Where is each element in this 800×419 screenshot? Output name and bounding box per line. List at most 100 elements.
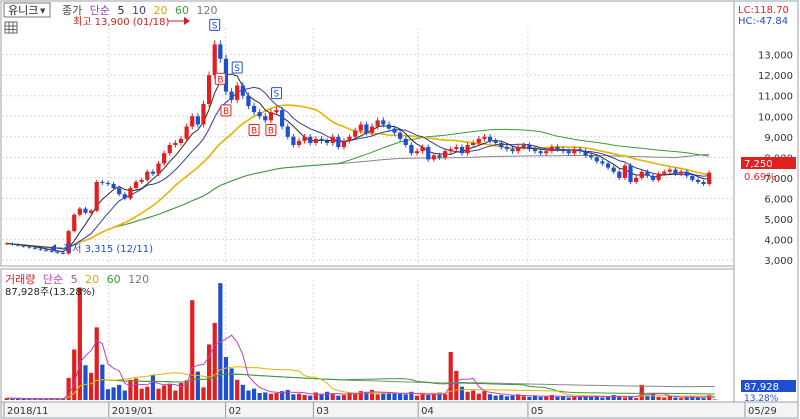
volume-bar — [44, 399, 49, 400]
volume-bar — [381, 393, 386, 400]
volume-bar — [544, 396, 549, 400]
candle-body — [516, 147, 521, 152]
volume-bar — [324, 391, 330, 400]
candle-body — [246, 95, 251, 106]
volume-bar — [347, 392, 352, 400]
candle-body — [510, 149, 515, 152]
volume-current: 87,928주(13.28%) — [5, 287, 95, 298]
volume-bar — [465, 391, 470, 400]
candle-body — [538, 151, 543, 154]
buy-badge-label: B — [268, 127, 274, 137]
price-tick-label: 4,000 — [764, 235, 793, 246]
axis-panel-frame — [733, 0, 799, 403]
volume-bar — [549, 394, 554, 400]
volume-bar — [611, 394, 616, 400]
volume-bar — [240, 384, 245, 400]
candle-body — [420, 147, 425, 152]
candle-body — [206, 75, 212, 104]
volume-bar — [386, 392, 392, 400]
sell-badge — [231, 61, 243, 74]
volume-bar — [516, 394, 521, 400]
legend-vol-sma: 단순 — [43, 273, 63, 286]
candle-body — [156, 163, 161, 174]
candle-body — [178, 138, 184, 143]
candlesticks — [4, 40, 712, 255]
candle-body — [465, 145, 470, 154]
ma60-line — [6, 128, 710, 250]
volume-change: 13.28% — [744, 394, 779, 404]
volume-bar — [122, 390, 127, 400]
volume-bar — [555, 396, 560, 400]
volume-bar — [27, 398, 32, 400]
volume-bar — [527, 396, 532, 400]
candle-body — [145, 171, 150, 180]
candle-body — [195, 116, 200, 125]
volume-bar — [94, 327, 99, 400]
candle-body — [88, 210, 94, 213]
volume-bar — [634, 398, 639, 400]
legend-ma20: 20 — [154, 4, 168, 17]
candle-body — [55, 251, 60, 253]
volume-bar — [173, 390, 178, 400]
legend-ma10: 10 — [132, 4, 146, 17]
candle-body — [15, 244, 21, 246]
candle-body — [392, 128, 397, 133]
volume-bar — [358, 391, 363, 400]
volume-bar — [246, 390, 251, 400]
volume-bar — [471, 390, 476, 400]
high-arrow-head — [184, 17, 190, 25]
candle-body — [471, 142, 476, 145]
candle-body — [218, 44, 223, 59]
stock-selector[interactable] — [3, 2, 51, 18]
candle-body — [268, 112, 274, 121]
legend-volume: 거래량 — [5, 273, 35, 286]
volume-bar — [499, 394, 504, 400]
candle-body — [77, 208, 82, 215]
volume-bar — [280, 391, 285, 400]
candle-body — [83, 208, 88, 213]
low-arrow-head — [50, 244, 56, 252]
volume-bar — [662, 397, 667, 400]
volume-bar — [88, 372, 94, 400]
ma20-line — [6, 104, 710, 250]
buy-badge-label: B — [223, 107, 229, 117]
candle-body — [645, 171, 650, 176]
candle-body — [398, 132, 403, 139]
candle-body — [634, 177, 639, 182]
candle-body — [448, 149, 453, 152]
volume-bar — [285, 389, 290, 400]
volume-bar — [605, 396, 611, 400]
candle-body — [263, 116, 268, 121]
table-icon[interactable] — [4, 21, 18, 34]
candle-body — [594, 157, 599, 162]
candle-body — [628, 165, 633, 182]
volume-bar — [667, 396, 672, 400]
volume-bar — [459, 386, 465, 400]
volume-bar — [538, 396, 543, 400]
candle-body — [122, 194, 127, 199]
volume-bar — [504, 396, 510, 400]
volume-bar — [617, 396, 622, 400]
candle-body — [364, 124, 369, 133]
volume-bar — [274, 393, 279, 400]
volume-bar — [302, 394, 307, 400]
volume-bar — [341, 394, 347, 400]
candle-body — [150, 171, 156, 174]
volume-bar — [319, 394, 324, 400]
volume-bar — [139, 388, 144, 400]
volume-moving-averages — [6, 334, 715, 400]
candle-body — [369, 126, 375, 133]
buy-badge — [248, 124, 260, 137]
candle-body — [100, 181, 105, 183]
volume-bar — [577, 396, 583, 400]
buy-badge-label: B — [217, 75, 223, 85]
candle-body — [639, 171, 644, 178]
legend-close: 종가 — [62, 4, 82, 17]
price-tick-label: 12,000 — [758, 71, 793, 82]
volume-bar — [66, 377, 71, 400]
buy-badge — [220, 104, 232, 117]
volume-bar — [263, 392, 268, 400]
candle-body — [622, 165, 628, 178]
dropdown-icon[interactable]: ▼ — [40, 7, 46, 15]
